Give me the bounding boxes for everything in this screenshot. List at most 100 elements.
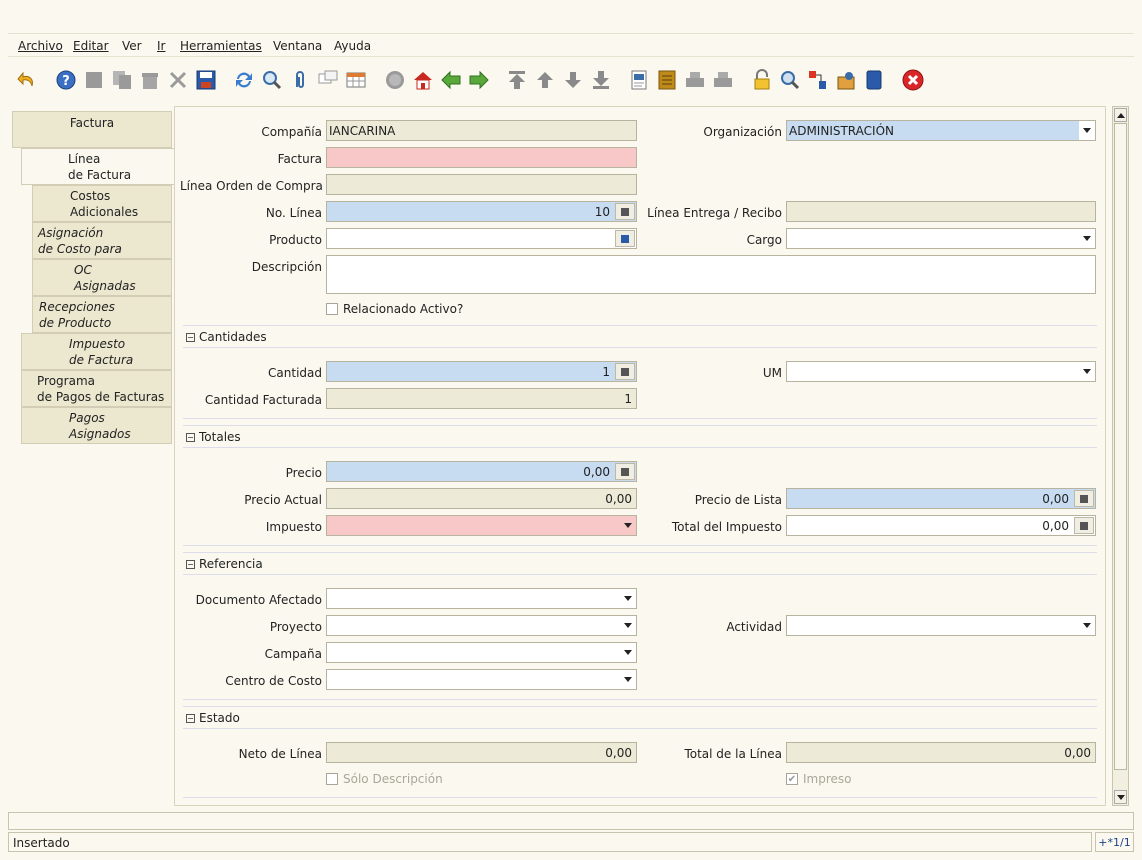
first-record-icon[interactable] [505,68,529,92]
collapse-icon[interactable]: − [186,713,195,723]
descripcion-textarea[interactable] [326,255,1096,294]
collapse-icon[interactable]: − [186,432,195,442]
help-icon[interactable]: ? [54,68,78,92]
report-icon[interactable] [627,68,651,92]
delete-icon[interactable] [138,68,162,92]
parent-record-icon[interactable] [533,68,557,92]
chevron-down-icon[interactable] [1079,616,1095,635]
calculator-icon[interactable] [1074,490,1094,507]
proyecto-select[interactable] [326,615,637,636]
campana-select[interactable] [326,642,637,663]
attachment-icon[interactable] [288,68,312,92]
collapse-icon[interactable]: − [186,559,195,569]
history-icon[interactable] [383,68,407,92]
find-icon[interactable] [260,68,284,92]
tab-oc-asignadas[interactable]: OC Asignadas [32,259,172,296]
requests-icon[interactable] [806,68,830,92]
calculator-icon[interactable] [1074,517,1094,534]
organizacion-select[interactable]: ADMINISTRACIÓN [786,120,1096,141]
copy-icon[interactable] [110,68,134,92]
scroll-down-icon[interactable] [1114,790,1127,804]
chevron-down-icon[interactable] [620,643,636,662]
chevron-down-icon[interactable] [620,516,636,535]
relacionado-activo-checkbox[interactable]: Relacionado Activo? [326,302,463,316]
centro-costo-select[interactable] [326,669,637,690]
chevron-down-icon[interactable] [1079,362,1095,381]
workflow-icon[interactable] [834,68,858,92]
detail-record-icon[interactable] [561,68,585,92]
save-icon[interactable] [194,68,218,92]
grid-toggle-icon[interactable] [344,68,368,92]
next-record-icon[interactable] [467,68,491,92]
new-icon[interactable] [82,68,106,92]
menu-ayuda[interactable]: Ayuda [334,39,372,53]
linea-oc-field[interactable] [326,174,637,195]
last-record-icon[interactable] [589,68,613,92]
doc-afectado-select[interactable] [326,588,637,609]
scroll-thumb[interactable] [1114,123,1127,770]
menu-herramientas[interactable]: Herramientas [180,39,262,53]
precio-lista-field[interactable]: 0,00 [786,488,1096,509]
cantidad-field[interactable]: 1 [326,361,637,382]
scroll-up-icon[interactable] [1114,108,1127,122]
calculator-icon[interactable] [615,203,635,220]
delete-selection-icon[interactable] [166,68,190,92]
factura-field[interactable] [326,147,637,168]
tab-pagos-asignados[interactable]: Pagos Asignados [21,407,172,444]
linea-entrega-field[interactable] [786,201,1096,222]
product-search-icon[interactable] [615,230,635,247]
precio-actual-field[interactable]: 0,00 [326,488,637,509]
no-linea-field[interactable]: 10 [326,201,637,222]
tab-costos-adicionales[interactable]: Costos Adicionales [32,185,172,222]
precio-field[interactable]: 0,00 [326,461,637,482]
tab-programa-pagos[interactable]: Programa de Pagos de Facturas [21,370,172,407]
chevron-down-icon[interactable] [1079,121,1095,140]
producto-field[interactable] [326,228,637,249]
collapse-icon[interactable]: − [186,332,195,342]
impreso-checkbox[interactable]: ✔ Impreso [786,772,852,786]
tab-factura[interactable]: Factura [12,111,172,148]
refresh-icon[interactable] [232,68,256,92]
zoom-across-icon[interactable] [778,68,802,92]
previous-record-icon[interactable] [439,68,463,92]
chevron-down-icon[interactable] [620,616,636,635]
vertical-scrollbar[interactable] [1112,106,1129,806]
cargo-select[interactable] [786,228,1096,249]
product-info-icon[interactable] [862,68,886,92]
undo-icon[interactable] [15,68,39,92]
solo-descripcion-checkbox[interactable]: Sólo Descripción [326,772,443,786]
exit-icon[interactable] [901,68,925,92]
neto-linea-field[interactable]: 0,00 [326,742,637,763]
home-icon[interactable] [411,68,435,92]
impuesto-select[interactable] [326,515,637,536]
chevron-down-icon[interactable] [620,589,636,608]
chevron-down-icon[interactable] [1079,229,1095,248]
calculator-icon[interactable] [615,463,635,480]
tab-impuesto-factura[interactable]: Impuesto de Factura [21,333,172,370]
actividad-select[interactable] [786,615,1096,636]
section-referencia[interactable]: − Referencia [186,557,263,571]
record-indicator[interactable]: +*1/1 [1095,832,1134,852]
um-select[interactable] [786,361,1096,382]
cantidad-facturada-field[interactable]: 1 [326,388,637,409]
menu-editar[interactable]: Editar [73,39,109,53]
total-impuesto-field[interactable]: 0,00 [786,515,1096,536]
lock-icon[interactable] [750,68,774,92]
chat-icon[interactable] [316,68,340,92]
total-linea-field[interactable]: 0,00 [786,742,1096,763]
compania-field[interactable]: IANCARINA [326,120,637,141]
section-totales[interactable]: − Totales [186,430,241,444]
menu-ir[interactable]: Ir [157,39,166,53]
tab-linea-factura[interactable]: Línea de Factura [21,148,174,185]
print-preview-icon[interactable] [711,68,735,92]
print-icon[interactable] [683,68,707,92]
archive-icon[interactable] [655,68,679,92]
section-cantidades[interactable]: − Cantidades [186,330,267,344]
chevron-down-icon[interactable] [620,670,636,689]
calculator-icon[interactable] [615,363,635,380]
menu-ventana[interactable]: Ventana [273,39,323,53]
menu-archivo[interactable]: Archivo [18,39,63,53]
section-estado[interactable]: − Estado [186,711,240,725]
